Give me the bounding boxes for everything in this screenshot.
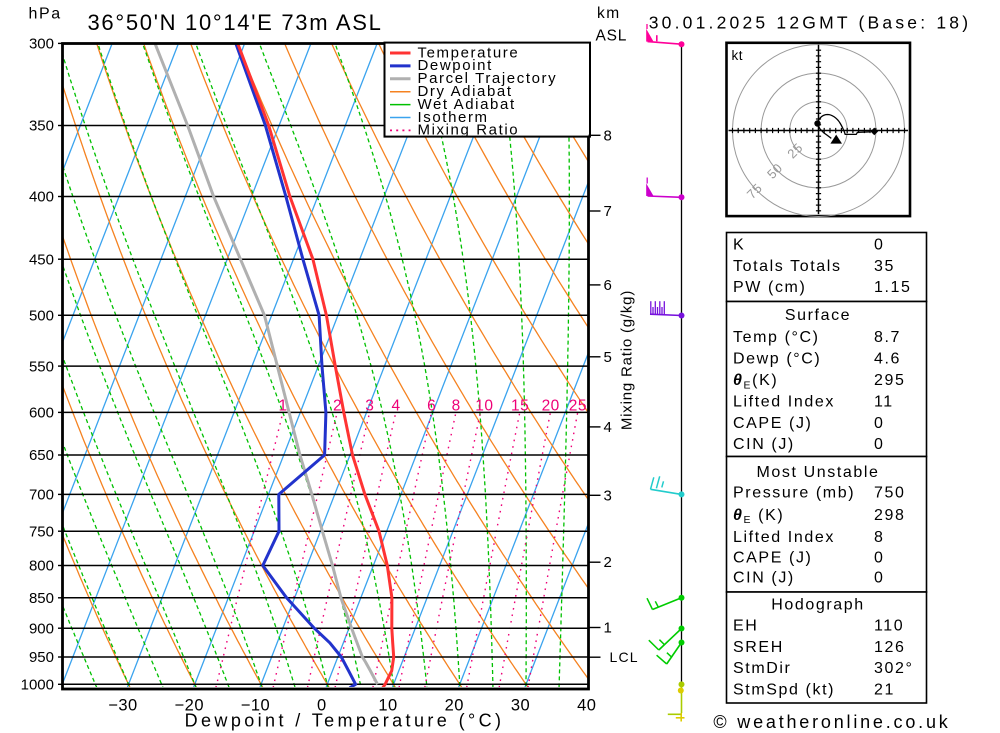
- svg-text:kt: kt: [732, 48, 744, 63]
- svg-text:20: 20: [445, 697, 464, 715]
- svg-text:θE(K): θE(K): [733, 372, 778, 391]
- svg-text:km: km: [597, 5, 621, 22]
- svg-text:Mixing Ratio: Mixing Ratio: [418, 122, 520, 139]
- svg-text:Pressure (mb): Pressure (mb): [733, 485, 855, 502]
- svg-text:4: 4: [391, 398, 400, 415]
- svg-text:8: 8: [452, 398, 461, 415]
- svg-text:295: 295: [874, 372, 906, 389]
- svg-text:0: 0: [874, 550, 885, 567]
- svg-text:−30: −30: [108, 697, 138, 715]
- svg-text:hPa: hPa: [29, 6, 62, 23]
- svg-text:800: 800: [29, 558, 54, 575]
- svg-text:450: 450: [29, 251, 54, 268]
- svg-text:6: 6: [604, 277, 613, 294]
- svg-text:Lifted Index: Lifted Index: [733, 529, 835, 546]
- svg-text:35: 35: [874, 258, 895, 275]
- svg-text:Mixing Ratio (g/kg): Mixing Ratio (g/kg): [619, 290, 636, 430]
- svg-text:StmDir: StmDir: [733, 660, 791, 677]
- svg-text:750: 750: [29, 523, 54, 540]
- svg-text:300: 300: [29, 36, 54, 53]
- svg-text:0: 0: [874, 570, 885, 587]
- svg-text:7: 7: [604, 203, 613, 220]
- svg-text:0: 0: [874, 436, 885, 453]
- svg-text:600: 600: [29, 405, 54, 422]
- svg-text:3: 3: [604, 487, 613, 504]
- svg-text:0: 0: [317, 697, 327, 715]
- svg-text:© weatheronline.co.uk: © weatheronline.co.uk: [713, 712, 950, 732]
- svg-text:−20: −20: [175, 697, 205, 715]
- svg-text:350: 350: [29, 118, 54, 135]
- svg-text:Lifted Index: Lifted Index: [733, 394, 835, 411]
- svg-text:Surface: Surface: [785, 307, 851, 324]
- svg-text:400: 400: [29, 189, 54, 206]
- svg-text:36°50'N 10°14'E 73m ASL: 36°50'N 10°14'E 73m ASL: [87, 10, 382, 35]
- svg-text:Dewpoint: Dewpoint: [418, 57, 493, 74]
- svg-text:StmSpd (kt): StmSpd (kt): [733, 682, 835, 699]
- svg-text:30: 30: [511, 697, 530, 715]
- svg-text:PW (cm): PW (cm): [733, 279, 806, 296]
- svg-text:SREH: SREH: [733, 639, 784, 656]
- svg-text:700: 700: [29, 487, 54, 504]
- svg-text:Wet Adiabat: Wet Adiabat: [418, 96, 516, 113]
- svg-text:650: 650: [29, 447, 54, 464]
- svg-text:900: 900: [29, 620, 54, 637]
- svg-text:CIN (J): CIN (J): [733, 436, 795, 453]
- svg-text:15: 15: [511, 398, 529, 415]
- svg-text:298: 298: [874, 507, 906, 524]
- svg-text:8: 8: [604, 127, 613, 144]
- svg-text:CAPE (J): CAPE (J): [733, 550, 812, 567]
- svg-text:550: 550: [29, 358, 54, 375]
- svg-text:CIN (J): CIN (J): [733, 570, 795, 587]
- svg-text:500: 500: [29, 308, 54, 325]
- svg-text:2: 2: [604, 554, 613, 571]
- svg-text:30.01.2025 12GMT (Base: 18): 30.01.2025 12GMT (Base: 18): [649, 13, 971, 33]
- svg-text:8: 8: [874, 529, 885, 546]
- svg-text:0: 0: [874, 415, 885, 432]
- svg-text:0: 0: [874, 237, 885, 254]
- svg-text:5: 5: [604, 349, 613, 366]
- svg-text:Most Unstable: Most Unstable: [756, 464, 879, 481]
- svg-text:K: K: [733, 237, 745, 254]
- svg-text:Dry Adiabat: Dry Adiabat: [418, 83, 513, 100]
- svg-text:4.6: 4.6: [874, 350, 901, 367]
- svg-text:Hodograph: Hodograph: [771, 597, 865, 614]
- svg-text:126: 126: [874, 639, 906, 656]
- svg-text:Temp (°C): Temp (°C): [733, 329, 820, 346]
- svg-text:EH: EH: [733, 618, 758, 635]
- svg-text:Dewp (°C): Dewp (°C): [733, 350, 821, 367]
- svg-text:1: 1: [279, 398, 288, 415]
- svg-text:40: 40: [577, 697, 596, 715]
- svg-text:20: 20: [542, 398, 560, 415]
- svg-text:LCL: LCL: [610, 649, 639, 665]
- svg-text:Dewpoint / Temperature (°C): Dewpoint / Temperature (°C): [185, 711, 505, 731]
- svg-text:11: 11: [874, 394, 894, 411]
- svg-text:21: 21: [874, 682, 895, 699]
- svg-text:3: 3: [365, 398, 374, 415]
- svg-text:Temperature: Temperature: [418, 44, 520, 61]
- svg-text:850: 850: [29, 590, 54, 607]
- svg-text:10: 10: [475, 398, 493, 415]
- svg-text:θE (K): θE (K): [733, 507, 784, 526]
- svg-text:−10: −10: [241, 697, 271, 715]
- svg-text:10: 10: [378, 697, 397, 715]
- svg-text:25: 25: [569, 398, 587, 415]
- svg-text:Totals Totals: Totals Totals: [733, 258, 842, 275]
- svg-text:2: 2: [333, 398, 342, 415]
- svg-text:950: 950: [29, 649, 54, 666]
- svg-text:CAPE (J): CAPE (J): [733, 415, 812, 432]
- svg-text:1.15: 1.15: [874, 279, 912, 296]
- svg-text:8.7: 8.7: [874, 329, 901, 346]
- svg-text:1: 1: [604, 620, 613, 637]
- svg-text:4: 4: [604, 419, 613, 436]
- svg-text:Parcel Trajectory: Parcel Trajectory: [418, 70, 558, 87]
- svg-text:750: 750: [874, 485, 906, 502]
- svg-text:ASL: ASL: [596, 28, 628, 45]
- svg-text:6: 6: [427, 398, 436, 415]
- svg-text:1000: 1000: [21, 677, 54, 694]
- svg-text:Isotherm: Isotherm: [418, 109, 489, 126]
- svg-text:110: 110: [874, 618, 904, 635]
- svg-text:302°: 302°: [874, 660, 914, 677]
